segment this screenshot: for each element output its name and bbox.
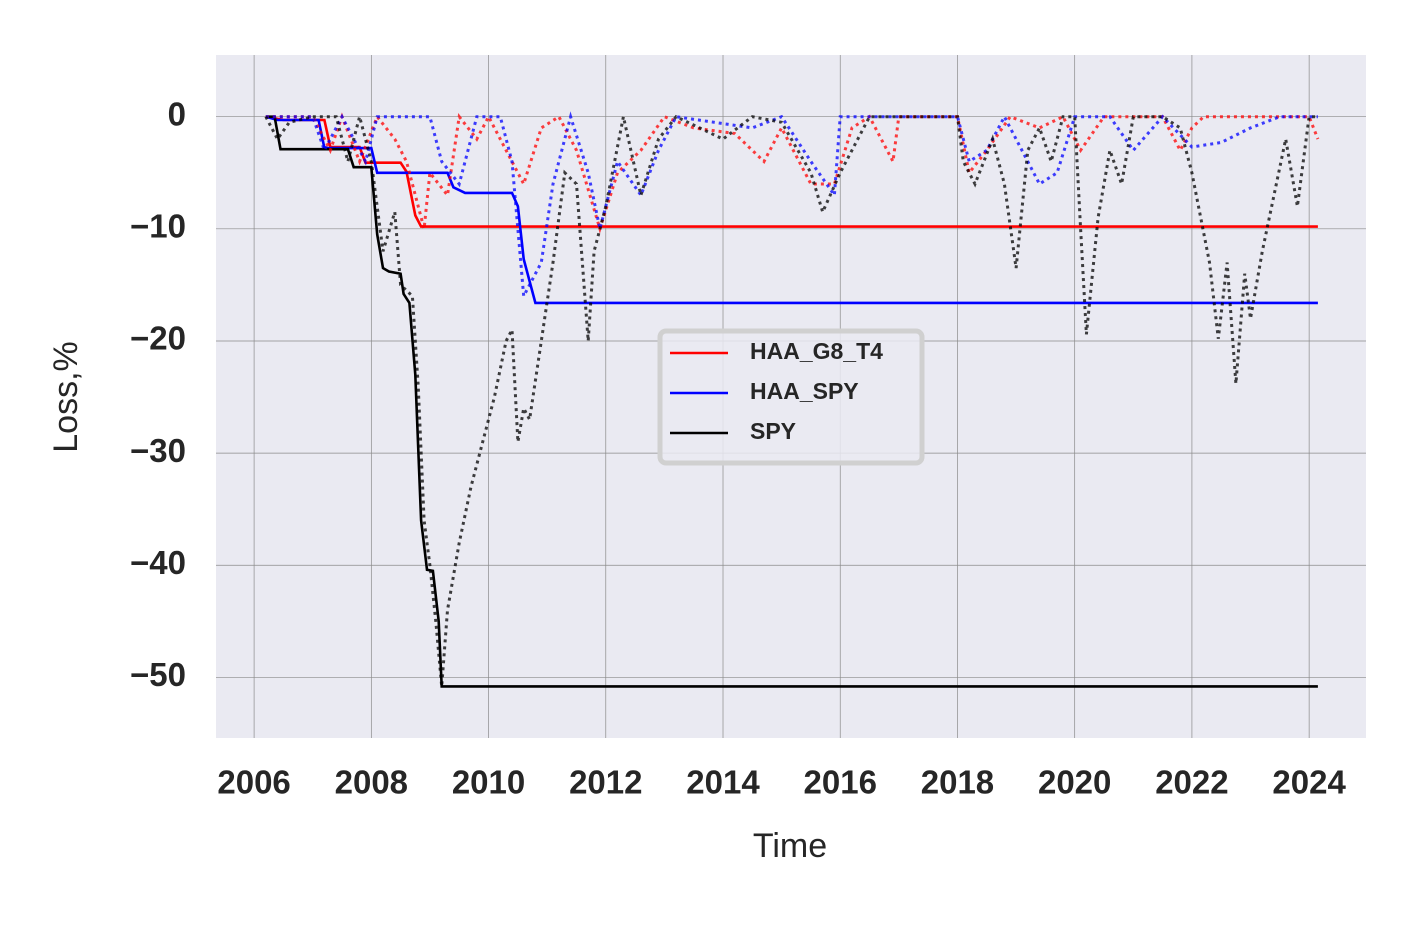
drawdown-line bbox=[265, 111, 1318, 302]
y-tick-label: −20 bbox=[130, 320, 186, 357]
legend-label: HAA_G8_T4 bbox=[750, 338, 883, 364]
x-tick-label: 2008 bbox=[335, 764, 408, 801]
x-tick-label: 2022 bbox=[1155, 764, 1228, 801]
drawdown-line bbox=[265, 112, 1320, 234]
x-tick-label: 2018 bbox=[921, 764, 994, 801]
legend-label: HAA_SPY bbox=[750, 378, 859, 404]
x-tick-label: 2010 bbox=[452, 764, 525, 801]
max-drawdown-line bbox=[265, 115, 1318, 688]
x-tick-label: 2016 bbox=[804, 764, 877, 801]
y-tick-label: −50 bbox=[130, 656, 186, 693]
x-tick-label: 2024 bbox=[1272, 764, 1346, 801]
x-axis-label: Time bbox=[753, 827, 827, 865]
y-tick-label: −40 bbox=[130, 544, 186, 581]
x-tick-label: 2014 bbox=[686, 764, 760, 801]
max-drawdown-line bbox=[265, 115, 1318, 305]
x-tick-label: 2012 bbox=[569, 764, 642, 801]
x-tick-label: 2006 bbox=[217, 764, 290, 801]
legend-box bbox=[657, 328, 925, 466]
x-tick-label: 2020 bbox=[1038, 764, 1111, 801]
y-tick-label: 0 bbox=[168, 95, 186, 132]
y-axis-label: Loss,% bbox=[47, 341, 85, 453]
legend-label: SPY bbox=[750, 418, 796, 444]
y-tick-label: −10 bbox=[130, 208, 186, 245]
y-tick-label: −30 bbox=[130, 432, 186, 469]
